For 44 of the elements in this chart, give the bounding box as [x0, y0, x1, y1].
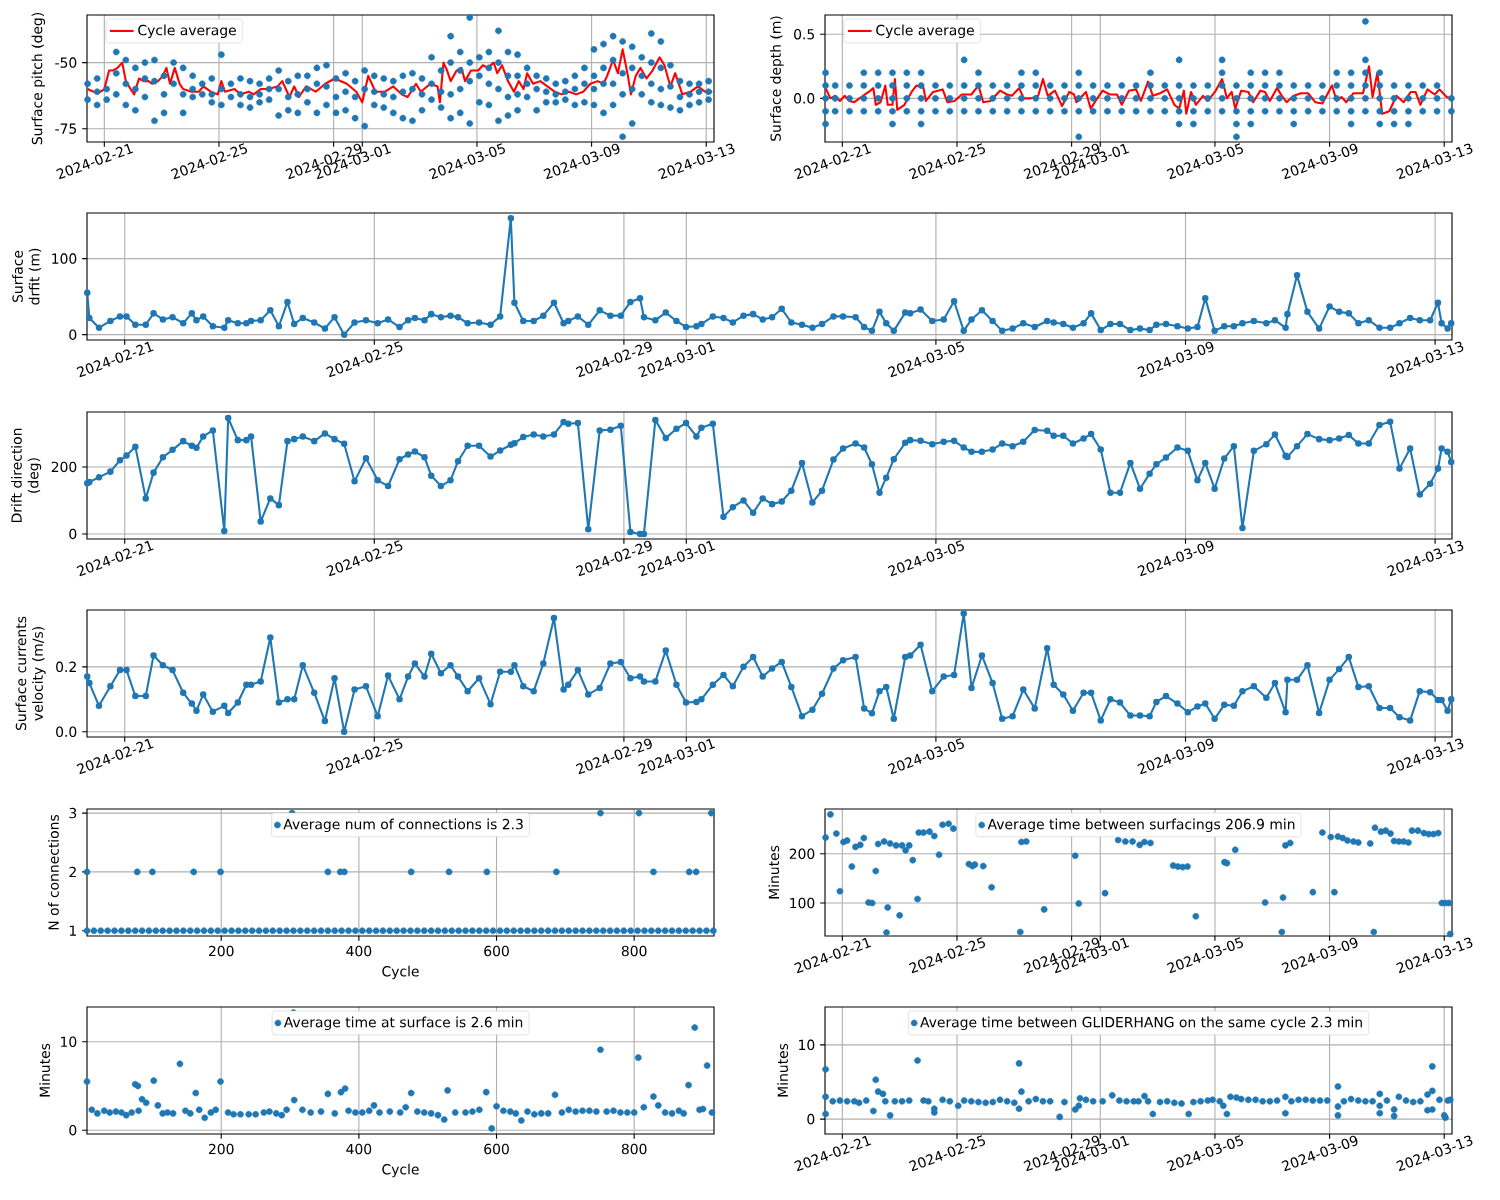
y-axis-title: Minutes: [777, 1043, 789, 1097]
x-axis-title: Cycle: [382, 965, 419, 980]
y-tick-label: 0.2: [56, 661, 76, 673]
y-tick-label: -50: [55, 57, 77, 68]
y-axis-title: Surface depth (m): [770, 16, 784, 141]
x-tick-label: 800: [621, 945, 647, 957]
y-tick-label: 200: [51, 461, 77, 473]
legend-label: Cycle average: [876, 24, 974, 39]
y-tick-label: 0.0: [56, 726, 77, 738]
y-tick-label: 0: [807, 1113, 815, 1125]
y-axis-title: Minutes: [768, 845, 780, 899]
y-tick-label: -75: [55, 123, 77, 134]
x-tick-label: 600: [484, 945, 509, 957]
x-tick-label: 200: [208, 1143, 234, 1155]
y-tick-label: 100: [790, 897, 815, 909]
y-tick-label: 2: [69, 866, 76, 878]
y-tick-label: 1: [69, 925, 76, 936]
legend-label: Cycle average: [138, 24, 236, 39]
x-tick-label: 400: [346, 945, 372, 957]
y-tick-label: 0.5: [794, 28, 815, 40]
x-tick-label: 600: [484, 1143, 509, 1155]
y-tick-label: 10: [799, 1039, 815, 1051]
y-axis-title: Minutes: [39, 1043, 51, 1097]
y-tick-label: 10: [61, 1036, 77, 1047]
y-tick-label: 100: [52, 253, 77, 264]
legend-label: Average num of connections is 2.3: [283, 818, 523, 833]
x-tick-label: 400: [346, 1143, 372, 1155]
x-tick-label: 800: [621, 1143, 647, 1155]
y-tick-label: 3: [69, 807, 77, 819]
legend-label: Average time between GLIDERHANG on the same cycle 2.3 min: [920, 1016, 1362, 1031]
y-tick-label: 0.0: [794, 93, 815, 104]
y-axis-title: Surface drfit (m): [12, 248, 42, 305]
x-tick-label: 200: [208, 945, 234, 957]
legend-label: Average time at surface is 2.6 min: [283, 1016, 523, 1031]
y-tick-label: 0: [69, 528, 77, 540]
y-axis-title: Surface pitch (deg): [31, 13, 46, 145]
y-tick-label: 0: [69, 1124, 77, 1136]
y-axis-title: Drift direction (deg): [11, 428, 42, 523]
y-tick-label: 200: [789, 848, 815, 860]
y-axis-title: N of connections: [48, 814, 59, 930]
x-axis-title: Cycle: [382, 1163, 419, 1178]
y-axis-title: Surface currents velocity (m/s): [15, 616, 46, 731]
legend-label: Average time between surfacings 206.9 min: [987, 818, 1295, 833]
y-tick-label: 0: [69, 329, 77, 340]
